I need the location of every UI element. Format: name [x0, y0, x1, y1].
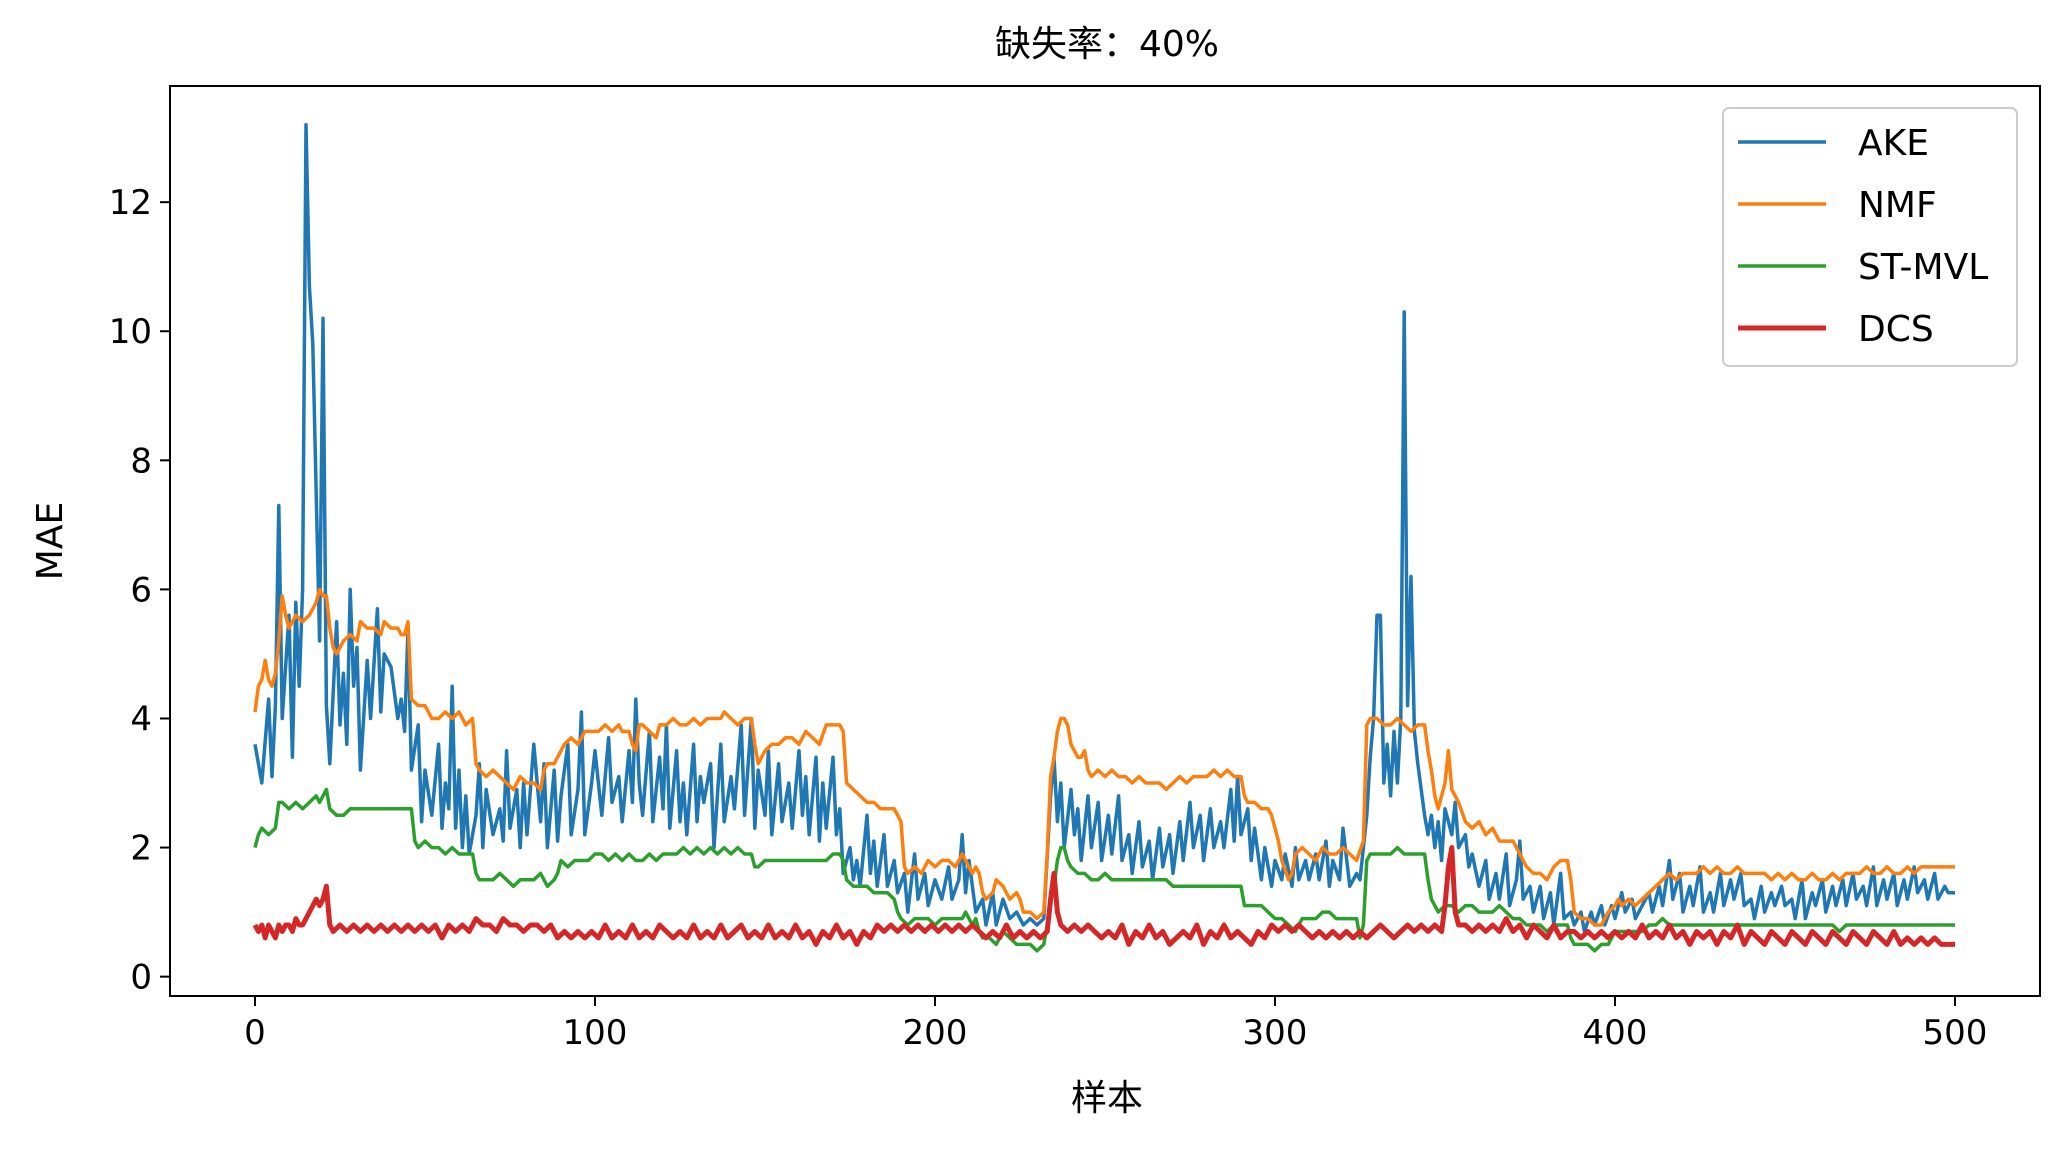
x-tick-label: 100	[563, 1013, 628, 1053]
legend-box	[1722, 107, 2018, 367]
x-tick-label: 200	[903, 1013, 968, 1053]
y-axis-ticks: 0 2 4 6 8 10 12	[109, 183, 170, 998]
x-tick-label: 500	[1923, 1013, 1988, 1053]
y-tick-label: 8	[130, 441, 152, 481]
y-tick-label: 2	[130, 829, 152, 869]
plot-area-frame	[169, 85, 2041, 997]
x-axis-ticks: 0 100 200 300 400 500	[244, 996, 1987, 1053]
y-tick-label: 0	[130, 958, 152, 998]
x-axis-label: 样本	[1071, 1078, 1143, 1119]
y-axis-label: MAE	[30, 502, 71, 580]
x-tick-label: 300	[1243, 1013, 1308, 1053]
chart-title: 缺失率：40%	[995, 24, 1219, 65]
series-line-nmf	[253, 587, 1955, 927]
legend-items: AKE NMF ST-MVL DCS	[1738, 123, 1988, 350]
y-tick-label: 4	[130, 699, 152, 739]
series-line-dcs	[252, 845, 1955, 947]
plot-series-group	[252, 122, 1955, 953]
y-tick-label: 10	[109, 312, 152, 352]
x-tick-label: 400	[1583, 1013, 1648, 1053]
legend-label: ST-MVL	[1858, 247, 1988, 288]
y-tick-label: 12	[109, 183, 152, 223]
legend: AKE NMF ST-MVL DCS	[1722, 107, 2018, 367]
legend-label: NMF	[1858, 185, 1937, 226]
legend-label: AKE	[1858, 123, 1929, 164]
x-tick-label: 0	[244, 1013, 266, 1053]
y-tick-label: 6	[130, 570, 152, 610]
legend-label: DCS	[1858, 309, 1934, 350]
